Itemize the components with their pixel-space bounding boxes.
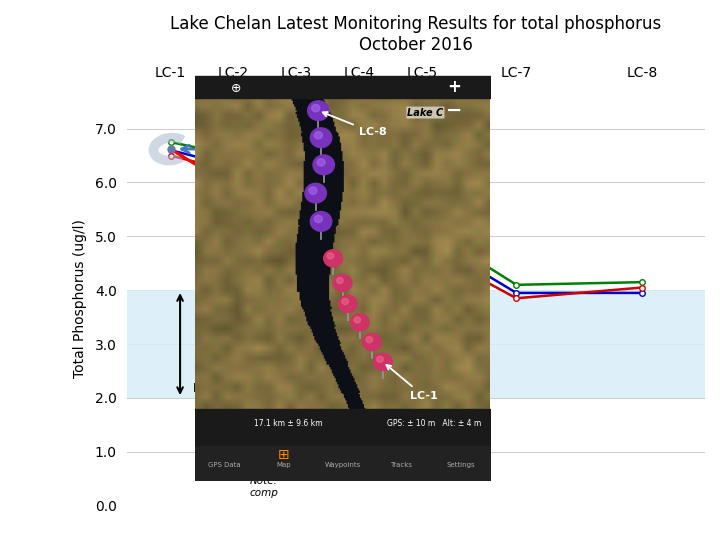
Circle shape [377, 356, 383, 362]
Circle shape [354, 317, 361, 323]
Circle shape [363, 334, 382, 350]
Circle shape [333, 274, 352, 292]
Circle shape [336, 278, 343, 284]
Circle shape [305, 183, 326, 203]
Text: ⊕: ⊕ [230, 82, 241, 95]
Circle shape [342, 299, 348, 305]
Bar [127, 290, 705, 398]
Text: Tracks: Tracks [390, 462, 413, 468]
Circle shape [327, 253, 334, 259]
Text: Note:
comp: Note: comp [249, 476, 278, 498]
Circle shape [315, 215, 323, 222]
Circle shape [313, 155, 335, 174]
Circle shape [312, 104, 320, 112]
Text: Map: Map [276, 462, 291, 468]
Circle shape [315, 132, 323, 139]
Circle shape [309, 187, 317, 194]
Circle shape [374, 353, 392, 370]
Text: Waypoints: Waypoints [325, 462, 361, 468]
Text: GPS: ± 10 m   Alt: ± 4 m: GPS: ± 10 m Alt: ± 4 m [387, 419, 481, 428]
Circle shape [310, 212, 332, 231]
Circle shape [310, 128, 332, 147]
Circle shape [307, 101, 329, 120]
Text: Historical R: Historical R [193, 382, 273, 395]
Text: Lake C: Lake C [408, 107, 444, 118]
Circle shape [351, 314, 369, 331]
Text: LC-8: LC-8 [323, 112, 387, 137]
Circle shape [338, 295, 357, 313]
Text: Settings: Settings [446, 462, 474, 468]
Text: +: + [448, 78, 462, 96]
Circle shape [366, 336, 373, 343]
Y-axis label: Total Phosphorus (ug/l): Total Phosphorus (ug/l) [73, 219, 86, 377]
Circle shape [324, 250, 343, 267]
Text: 17.1 km ± 9.6 km: 17.1 km ± 9.6 km [254, 419, 323, 428]
Text: −: − [446, 101, 463, 120]
Title: Lake Chelan Latest Monitoring Results for total phosphorus
October 2016: Lake Chelan Latest Monitoring Results fo… [170, 15, 662, 54]
Text: GPS Data: GPS Data [208, 462, 240, 468]
Text: ⊞: ⊞ [278, 448, 289, 462]
Text: LC-1: LC-1 [387, 365, 437, 401]
Circle shape [317, 159, 325, 166]
